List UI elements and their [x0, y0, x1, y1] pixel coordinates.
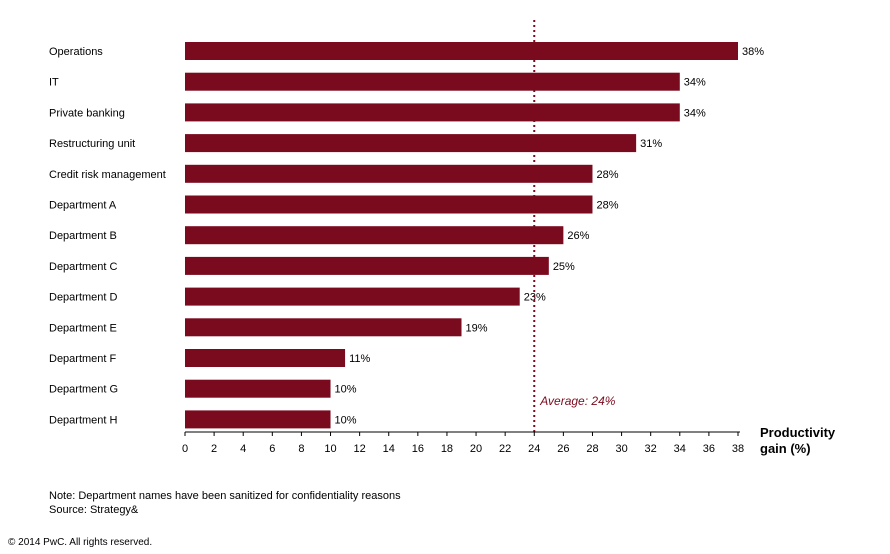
bar [185, 195, 593, 214]
bar [185, 410, 331, 429]
x-tick-label: 28 [586, 443, 598, 455]
x-tick-label: 36 [703, 443, 715, 455]
value-label: 11% [349, 353, 370, 365]
x-tick-label: 16 [412, 443, 424, 455]
x-tick-label: 24 [528, 443, 540, 455]
x-tick-label: 4 [240, 443, 246, 455]
category-label: Credit risk management [49, 169, 166, 181]
x-axis-title-line-2: gain (%) [760, 441, 811, 456]
value-label: 10% [335, 384, 357, 396]
value-label: 19% [466, 322, 488, 334]
x-tick-label: 20 [470, 443, 482, 455]
x-tick-label: 30 [615, 443, 627, 455]
bar [185, 72, 680, 91]
x-tick-label: 32 [645, 443, 657, 455]
bars [185, 42, 738, 429]
x-tick-label: 6 [269, 443, 275, 455]
average-reference: Average: 24% [533, 20, 616, 432]
x-tick-label: 14 [383, 443, 395, 455]
x-tick-label: 22 [499, 443, 511, 455]
value-label: 34% [684, 77, 706, 89]
category-label: Department E [49, 322, 117, 334]
x-axis-title-line-1: Productivity [760, 425, 836, 440]
x-tick-label: 12 [354, 443, 366, 455]
category-label: Private banking [49, 107, 125, 119]
category-label: IT [49, 77, 59, 89]
bar [185, 379, 331, 398]
value-label: 31% [640, 138, 662, 150]
x-axis: 0 2 4 6 8 10 12 14 16 18 20 22 24 26 28 30 32 34 36 38 [182, 431, 744, 455]
bar [185, 349, 346, 367]
bar [185, 134, 637, 153]
value-label: 28% [596, 169, 618, 181]
bar [185, 256, 549, 275]
x-tick-label: 34 [674, 443, 686, 455]
category-label: Department D [49, 292, 118, 304]
value-label: 26% [567, 230, 589, 242]
category-label: Department H [49, 414, 118, 426]
x-axis-title: Productivity gain (%) [760, 425, 836, 456]
value-label: 23% [524, 292, 546, 304]
value-labels: 38% 34% 34% 31% 28% 28% 26% 25% 23% 19% 11% 10% 10% [335, 46, 765, 426]
category-labels: Operations IT Private banking Restructuring… [49, 46, 166, 426]
bar [185, 164, 593, 183]
x-tick-label: 26 [557, 443, 569, 455]
value-label: 28% [596, 200, 618, 212]
x-tick-label: 10 [324, 443, 336, 455]
average-label: Average: 24% [539, 394, 615, 408]
bar [185, 103, 680, 122]
x-tick-label: 18 [441, 443, 453, 455]
category-label: Operations [49, 46, 103, 58]
category-label: Department C [49, 261, 118, 273]
x-tick-label: 2 [211, 443, 217, 455]
category-label: Department G [49, 384, 118, 396]
x-tick-label: 0 [182, 443, 188, 455]
bar [185, 42, 738, 60]
value-label: 10% [335, 414, 357, 426]
bar [185, 287, 520, 306]
category-label: Department B [49, 230, 117, 242]
category-label: Department F [49, 353, 117, 365]
category-label: Department A [49, 200, 117, 212]
value-label: 25% [553, 261, 575, 273]
x-tick-label: 8 [298, 443, 304, 455]
category-label: Restructuring unit [49, 138, 135, 150]
bar [185, 318, 462, 337]
value-label: 38% [742, 46, 764, 58]
note-text: Note: Department names have been sanitiz… [49, 490, 401, 502]
value-label: 34% [684, 107, 706, 119]
source-text: Source: Strategy& [49, 504, 139, 516]
copyright-text: © 2014 PwC. All rights reserved. [8, 537, 153, 548]
x-tick-label: 38 [732, 443, 744, 455]
bar [185, 226, 564, 245]
footnote: Note: Department names have been sanitiz… [49, 489, 401, 517]
